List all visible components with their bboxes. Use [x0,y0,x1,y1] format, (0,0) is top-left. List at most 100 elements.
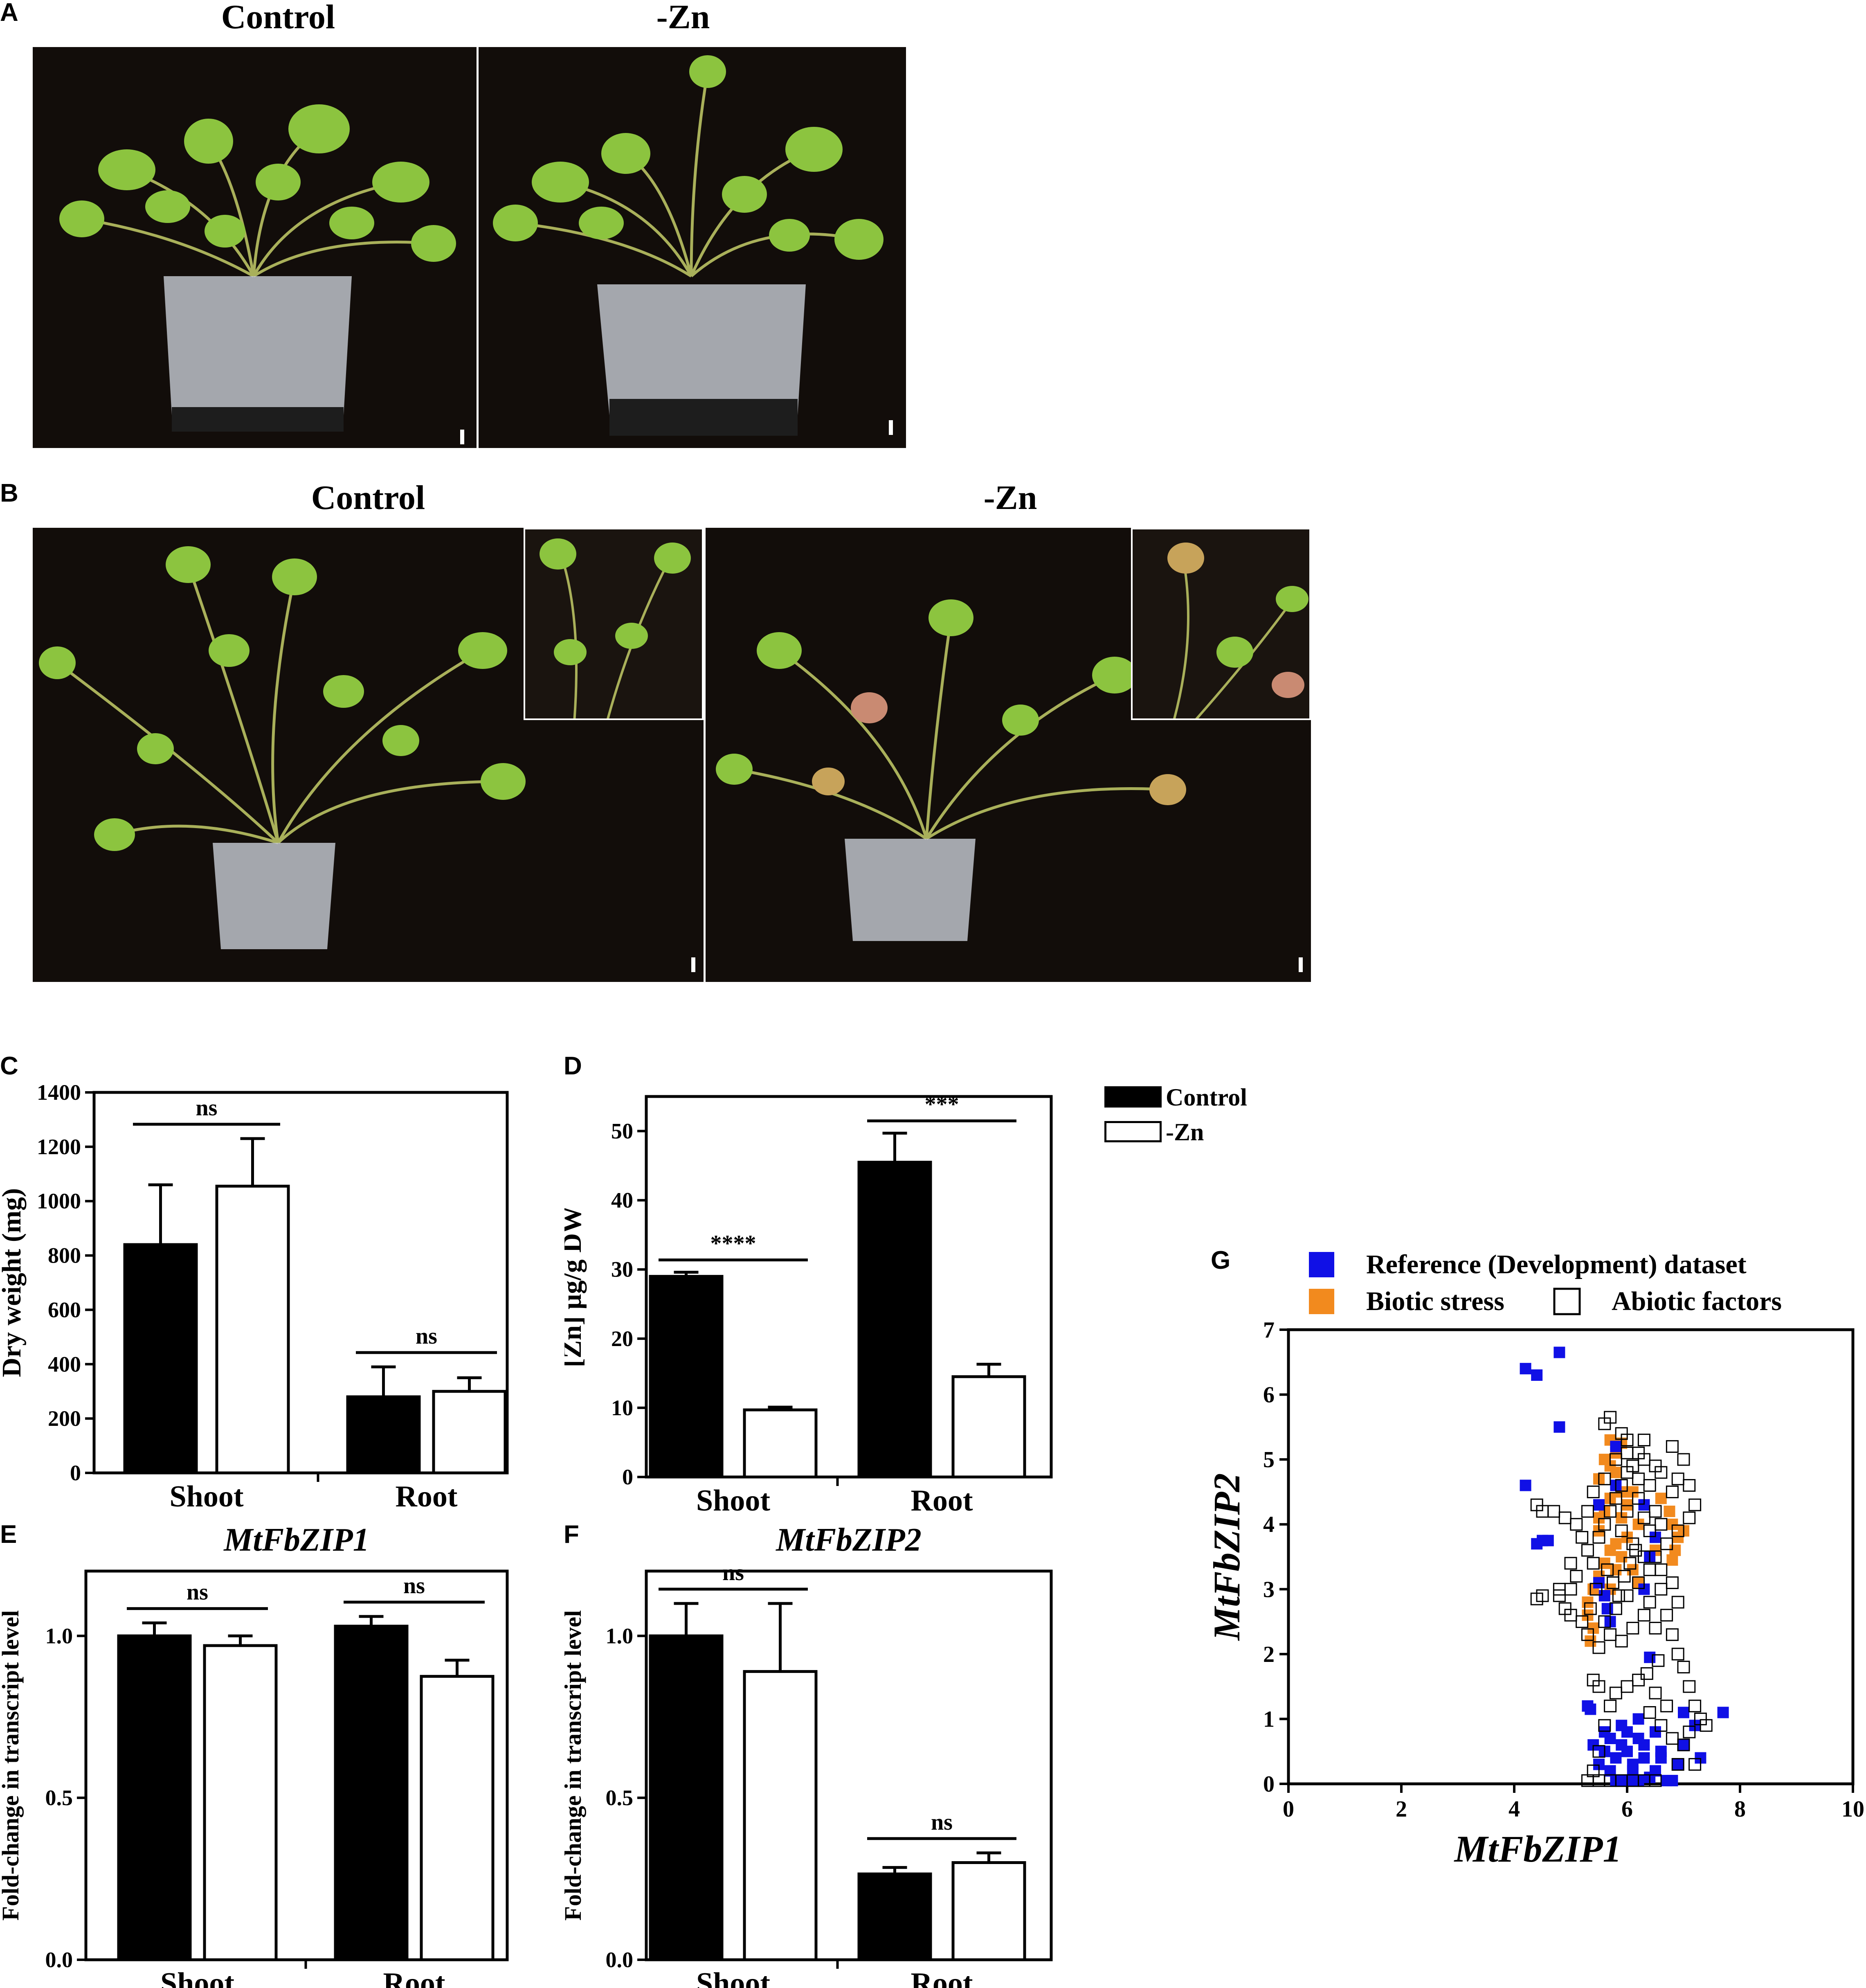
scatter-point-abiotic [1666,1576,1679,1589]
scatter-point-abiotic [1564,1609,1577,1622]
legend-label-control: Control [1166,1084,1247,1111]
y-tick-label: 0 [70,1461,81,1485]
scatter-point-biotic [1621,1499,1633,1511]
scatter-point-reference [1632,1713,1644,1725]
x-tick-label: 2 [1396,1797,1407,1822]
scatter-point-abiotic [1683,1479,1696,1492]
scatter-point-abiotic [1615,1479,1628,1492]
y-tick-label: 400 [48,1352,81,1376]
panel-b-photo-minus-zn [706,528,1311,982]
scatter-point-abiotic [1581,1544,1594,1557]
significance-label: *** [925,1092,959,1117]
scatter-point-biotic [1664,1506,1675,1517]
scatter-point-abiotic [1601,1563,1614,1576]
plot-frame [84,1569,509,1961]
y-tick-label: 0 [622,1465,633,1489]
scatter-point-abiotic [1683,1680,1696,1693]
y-tick-label: 1400 [37,1080,81,1105]
y-tick-label: 6 [1263,1382,1275,1408]
scatter-point-biotic [1610,1564,1622,1576]
x-category-label-root: Root [911,1967,973,1988]
scatter-point-reference [1621,1726,1633,1738]
scatter-point-abiotic [1609,1492,1622,1505]
x-category-label-shoot: Shoot [696,1484,770,1517]
bar-control-root [857,1161,932,1479]
y-tick-label: 600 [48,1297,81,1322]
scatter-point-abiotic [1671,1648,1684,1661]
panel-letter-b: B [0,479,18,507]
scatter-point-reference [1604,1733,1616,1744]
y-tick-label: 0 [1263,1772,1275,1797]
y-tick-label: 200 [48,1406,81,1431]
scatter-point-abiotic [1688,1498,1702,1511]
x-category-label-shoot: Shoot [696,1967,770,1988]
scatter-point-abiotic [1626,1621,1639,1635]
scatter-point-biotic [1669,1544,1681,1556]
bar-control-shoot [123,1243,198,1475]
scatter-point-abiotic [1604,1505,1617,1518]
scatter-point-abiotic [1655,1518,1668,1531]
y-axis-label: Fold-change in transcript level [0,1610,24,1921]
significance-label: ns [722,1560,744,1585]
scatter-point-abiotic [1530,1592,1543,1605]
scatter-point-abiotic [1604,1628,1617,1641]
y-tick-label: 40 [611,1188,633,1213]
chart-e-mtfbzip1-expression: MtFbZIP1 0.0 0.5 1.0 Fold-change in transcri… [0,1522,509,1988]
x-category-label-root: Root [383,1967,445,1988]
scatter-point-abiotic [1649,1774,1662,1787]
scatter-point-reference [1678,1707,1689,1718]
bar-control-shoot [117,1634,192,1961]
bar-minus-zn-root [951,1375,1026,1479]
panel-letter-a: A [0,0,18,27]
scatter-point-reference [1717,1707,1729,1718]
y-tick-label: 5 [1263,1447,1275,1472]
scatter-point-abiotic [1660,1537,1673,1550]
scatter-point-abiotic [1666,1440,1679,1453]
scatter-point-abiotic [1570,1518,1583,1531]
scatter-point-abiotic [1652,1654,1665,1667]
legend-label: Reference (Development) dataset [1366,1250,1747,1279]
scatter-point-abiotic [1666,1628,1679,1641]
legend-label: Abiotic factors [1612,1286,1782,1316]
scatter-point-abiotic [1626,1459,1639,1472]
y-axis-label: [Zn] µg/g DW [564,1206,587,1367]
scatter-point-abiotic [1643,1596,1656,1609]
scatter-point-abiotic [1589,1583,1603,1596]
scatter-point-abiotic [1584,1602,1597,1615]
scatter-point-reference [1531,1369,1543,1381]
scatter-point-abiotic [1598,1615,1611,1628]
scatter-point-abiotic [1607,1576,1619,1589]
scatter-point-reference [1554,1346,1565,1358]
scatter-point-reference [1520,1363,1531,1375]
y-tick-label: 3 [1263,1577,1275,1602]
scatter-point-abiotic [1621,1505,1634,1518]
y-tick-label: 800 [48,1243,81,1268]
scatter-point-abiotic [1592,1641,1605,1654]
scatter-point-abiotic [1553,1583,1566,1596]
panel-b-photo-control [33,528,704,982]
y-tick-label: 1000 [37,1189,81,1214]
scatter-point-abiotic [1632,1576,1645,1589]
scatter-point-abiotic [1576,1615,1589,1628]
scatter-point-abiotic [1640,1667,1653,1680]
bar-minus-zn-root [951,1861,1026,1961]
scatter-point-reference [1554,1421,1565,1433]
scatter-point-abiotic [1655,1583,1668,1596]
plant-illustration [493,55,884,436]
plant-illustration [59,104,456,432]
scatter-point-abiotic [1683,1511,1696,1524]
legend-marker [1309,1252,1334,1277]
scatter-point-biotic [1655,1493,1667,1504]
scatter-point-abiotic [1632,1673,1645,1686]
scatter-point-abiotic [1621,1434,1634,1447]
plot-frame [1287,1328,1855,1785]
legend-marker [1309,1289,1334,1314]
legend-label-minus-zn: -Zn [1166,1119,1204,1146]
scatter-point-abiotic [1655,1563,1668,1576]
chart-title: MtFbZIP2 [775,1522,922,1558]
x-tick-label: 6 [1621,1797,1633,1822]
x-category-label-root: Root [911,1484,973,1517]
scatter-point-biotic [1610,1466,1622,1478]
plot-frame [92,1091,509,1475]
x-category-label-shoot: Shoot [170,1480,244,1510]
